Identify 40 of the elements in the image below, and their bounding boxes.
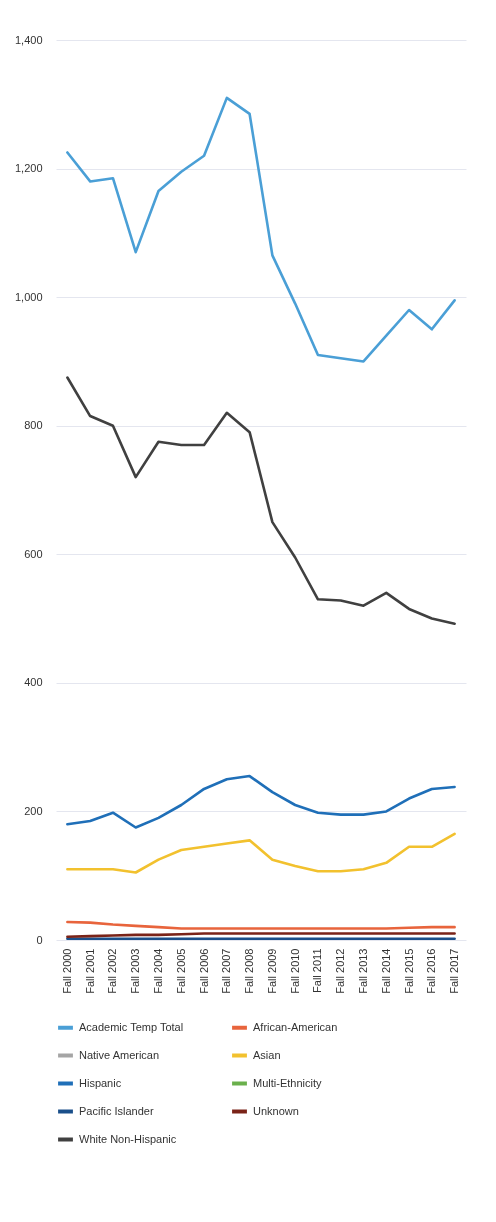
- x-tick-label: Fall 2001: [83, 948, 96, 994]
- line-series: [66, 96, 456, 363]
- legend-label: Pacific Islander: [79, 1104, 154, 1117]
- y-tick-label: 800: [24, 419, 43, 432]
- x-tick-label: Fall 2009: [265, 948, 278, 994]
- legend-label: Hispanic: [79, 1076, 122, 1089]
- x-tick-label: Fall 2006: [197, 948, 210, 994]
- x-tick-label: Fall 2003: [129, 948, 142, 994]
- x-tick-label: Fall 2002: [106, 948, 119, 994]
- x-tick-label: Fall 2013: [357, 948, 369, 994]
- legend-label: Multi-Ethnicity: [253, 1076, 322, 1089]
- y-tick-label: 0: [36, 933, 43, 946]
- legend-label: Native American: [79, 1048, 160, 1061]
- x-tick-label: Fall 2012: [334, 948, 347, 994]
- x-tick-label: Fall 2007: [220, 948, 233, 994]
- legend-label: Unknown: [253, 1104, 299, 1117]
- x-tick-label: Fall 2004: [152, 948, 164, 994]
- line-series: [66, 376, 456, 626]
- y-tick-label: 1,200: [14, 162, 43, 175]
- x-tick-label: Fall 2011: [311, 948, 324, 993]
- x-tick-label: Fall 2005: [174, 948, 187, 994]
- legend-label: Asian: [253, 1048, 281, 1061]
- y-tick-label: 200: [24, 804, 43, 817]
- line-series: [66, 920, 456, 930]
- y-tick-label: 1,000: [14, 290, 43, 303]
- y-tick-label: 600: [24, 547, 43, 560]
- line-series: [66, 832, 456, 874]
- y-tick-label: 400: [24, 676, 43, 689]
- x-tick-label: Fall 2000: [60, 948, 73, 994]
- legend-label: Academic Temp Total: [79, 1020, 184, 1033]
- x-tick-label: Fall 2014: [379, 948, 392, 994]
- x-tick-label: Fall 2017: [448, 948, 461, 994]
- x-tick-label: Fall 2015: [402, 948, 415, 994]
- y-tick-label: 1,400: [14, 33, 43, 46]
- legend-label: African-American: [253, 1020, 338, 1033]
- x-tick-label: Fall 2010: [288, 948, 301, 994]
- legend-label: White Non-Hispanic: [79, 1132, 177, 1145]
- x-tick-label: Fall 2008: [243, 948, 256, 994]
- x-tick-label: Fall 2016: [425, 948, 438, 994]
- line-series: [66, 774, 456, 829]
